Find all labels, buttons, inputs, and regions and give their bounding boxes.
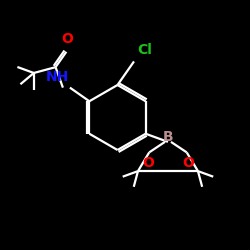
Text: Cl: Cl bbox=[137, 43, 152, 57]
Text: O: O bbox=[61, 32, 73, 46]
Text: B: B bbox=[163, 130, 174, 144]
Text: NH: NH bbox=[46, 70, 69, 84]
Text: O: O bbox=[142, 156, 154, 170]
Text: O: O bbox=[182, 156, 194, 170]
